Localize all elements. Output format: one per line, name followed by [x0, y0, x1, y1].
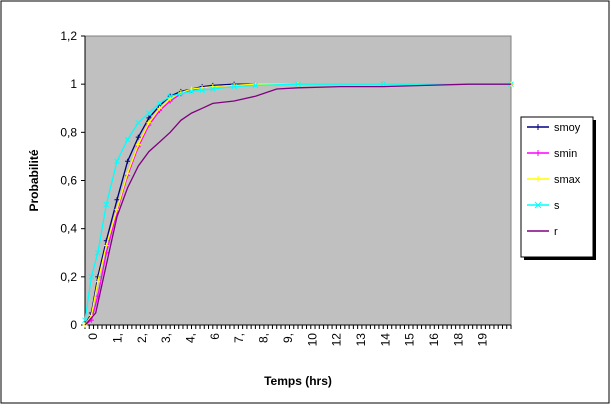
- data-point-smoy: [146, 115, 152, 121]
- data-point-smax: [95, 279, 101, 285]
- y-tick-label: 0,4: [60, 222, 77, 236]
- x-tick-label: 16: [427, 333, 441, 347]
- legend-label-r: r: [554, 226, 558, 238]
- data-point-s: [231, 83, 237, 90]
- x-tick-label: 4,: [184, 333, 198, 343]
- y-tick-label: 1: [70, 77, 77, 91]
- x-axis-title: Temps (hrs): [264, 374, 332, 388]
- data-point-s: [88, 273, 95, 280]
- legend-label-smin: smin: [554, 148, 577, 160]
- y-tick-label: 0,8: [60, 125, 77, 139]
- data-point-smoy: [125, 158, 131, 164]
- data-point-s: [146, 110, 152, 116]
- data-point-s: [380, 81, 387, 88]
- y-tick-label: 0,2: [60, 270, 77, 284]
- y-axis-title: Probabilité: [27, 149, 41, 211]
- data-point-s: [103, 201, 110, 208]
- data-point-s: [177, 90, 184, 97]
- data-point-s: [156, 100, 163, 107]
- legend-label-smoy: smoy: [554, 122, 581, 134]
- x-tick-label: 10: [305, 333, 319, 347]
- data-point-smax: [125, 170, 131, 176]
- x-tick-label: 1,: [111, 333, 125, 343]
- data-point-smax: [114, 206, 120, 212]
- legend: [520, 116, 594, 258]
- data-point-smoy: [135, 134, 141, 140]
- x-tick-label: 18: [451, 333, 465, 347]
- x-tick-label: 9,: [281, 333, 295, 343]
- x-tick-label: 3,: [159, 333, 173, 343]
- x-tick-label: 13: [354, 333, 368, 347]
- data-point-s: [94, 249, 101, 256]
- legend-label-smax: smax: [554, 174, 581, 186]
- data-point-s: [114, 158, 120, 165]
- series-line-r: [84, 83, 511, 326]
- data-point-smax: [210, 84, 216, 90]
- data-point-s: [199, 87, 206, 94]
- legend-marker-s: [534, 201, 542, 209]
- data-point-smax: [103, 243, 109, 249]
- data-point-smax: [146, 120, 152, 126]
- data-point-s: [252, 82, 259, 89]
- y-tick-label: 0: [70, 318, 77, 332]
- x-tick-label: 15: [403, 333, 417, 347]
- x-tick-label: 14: [378, 333, 392, 347]
- data-point-s: [295, 81, 301, 88]
- data-point-s: [209, 86, 216, 92]
- data-point-s: [167, 93, 174, 100]
- data-point-smax: [189, 86, 194, 92]
- data-point-s: [135, 119, 142, 126]
- y-tick-label: 1,2: [60, 29, 77, 43]
- x-tick-label: 6: [208, 333, 222, 340]
- x-tick-label: 12: [330, 333, 344, 347]
- x-tick-label: 19: [476, 333, 490, 347]
- x-tick-label: 8,: [257, 333, 271, 343]
- data-point-smax: [199, 85, 205, 91]
- legend-label-s: s: [554, 200, 560, 212]
- x-tick-label: 2,: [135, 333, 149, 343]
- x-tick-label: 0: [86, 333, 100, 340]
- plot-area: [84, 35, 512, 326]
- data-point-s: [82, 317, 88, 324]
- y-tick-label: 0,6: [60, 174, 77, 188]
- data-point-smoy: [114, 197, 120, 203]
- data-point-smax: [157, 105, 163, 111]
- x-tick-label: 7,: [232, 333, 246, 343]
- data-point-s: [188, 88, 195, 95]
- data-point-s: [124, 136, 131, 143]
- data-point-smax: [135, 141, 141, 147]
